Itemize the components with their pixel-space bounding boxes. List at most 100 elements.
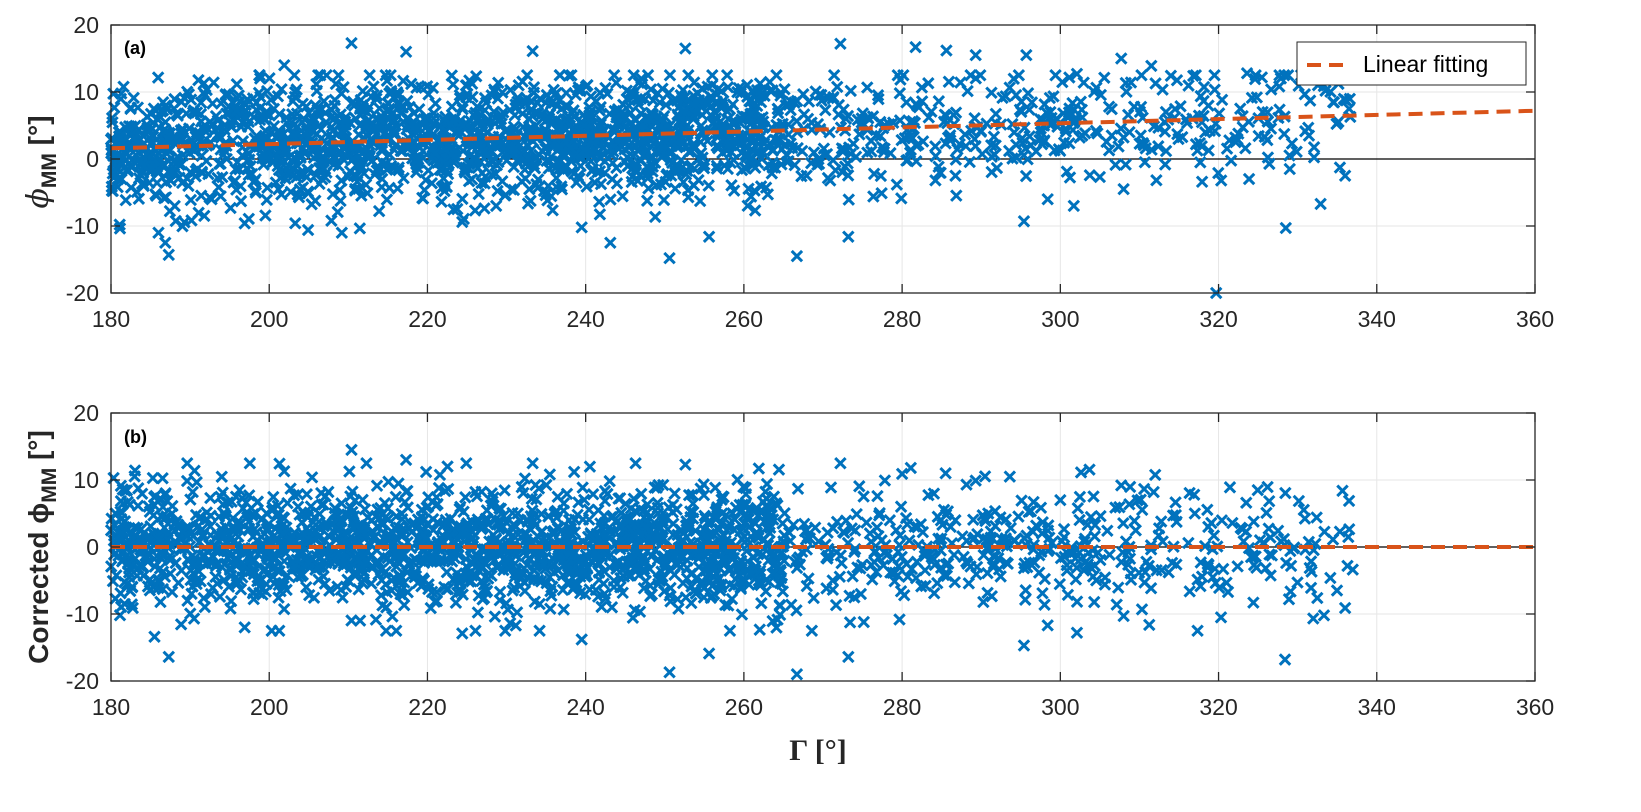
data-point-marker [521,515,534,529]
panel-a-fit-line [110,108,1536,151]
data-point-marker [817,142,831,155]
data-point-marker [771,102,784,116]
data-point-marker [328,152,342,166]
data-point-marker [148,159,161,173]
data-point-marker [586,487,600,501]
data-point-marker [174,618,188,631]
panel-b-y-tick-label: 0 [86,534,99,560]
data-point-marker [988,148,1001,162]
data-point-marker [580,180,593,193]
data-point-marker [745,107,758,121]
data-point-marker [839,112,853,125]
data-point-marker [273,524,286,537]
data-point-marker [782,98,796,112]
data-point-marker [310,84,324,98]
data-point-marker [591,531,605,544]
data-point-marker [455,100,469,114]
data-point-marker [435,195,448,209]
data-point-marker [693,194,707,208]
data-point-marker [202,167,215,181]
data-point-marker [194,96,208,109]
data-point-marker [481,572,495,585]
data-point-marker [422,552,436,566]
data-point-marker [146,471,160,485]
data-point-marker [387,123,400,136]
data-point-marker [213,157,226,171]
data-point-marker [438,484,452,498]
data-point-marker [416,191,429,205]
data-point-marker [632,98,645,111]
data-point-marker [1043,91,1057,105]
data-point-marker [960,478,973,491]
data-point-marker [1305,565,1318,578]
data-point-marker [367,80,380,93]
data-point-marker [427,117,441,130]
data-point-marker [1020,529,1033,542]
data-point-marker [277,602,291,616]
data-point-marker [906,114,920,128]
data-point-marker [677,115,691,129]
data-point-marker [1086,570,1100,583]
data-point-marker [772,463,786,476]
data-point-marker [615,506,628,520]
data-point-marker [841,169,855,182]
data-point-marker [778,506,791,520]
data-point-marker [1342,102,1356,116]
data-point-marker [393,527,406,541]
panel-b-x-tick-label: 340 [1358,694,1396,720]
data-point-marker [1041,619,1054,632]
data-point-marker [422,491,435,504]
data-point-marker [895,550,908,564]
data-point-marker [1114,479,1128,492]
data-point-marker [1154,515,1168,528]
data-point-marker [286,94,300,108]
data-point-marker [1084,510,1098,524]
data-point-marker [145,138,158,151]
data-point-marker [951,143,964,156]
legend: Linear fitting [1296,41,1527,86]
data-point-marker [359,178,373,191]
data-point-marker [759,585,773,598]
data-point-marker [1198,539,1212,553]
data-point-marker [640,194,654,207]
data-point-marker [466,90,479,104]
data-point-marker [215,470,229,483]
data-point-marker [107,471,120,485]
data-point-marker [329,77,343,91]
data-point-marker [119,193,133,207]
data-point-marker [790,249,804,263]
data-point-marker [1283,149,1296,162]
panel-b-y-axis-label: Corrected ϕMM [°] [23,430,61,664]
data-point-marker [453,571,467,585]
data-point-marker [488,610,502,623]
data-point-marker [865,573,879,586]
data-point-marker [395,584,408,597]
data-point-marker [999,90,1012,103]
data-point-marker [391,549,404,563]
data-point-marker [578,143,591,157]
data-point-marker [128,464,142,477]
data-point-marker [774,89,787,102]
data-point-marker [1037,135,1051,149]
data-point-marker [456,192,469,206]
data-point-marker [164,567,177,580]
data-point-marker [929,149,942,163]
data-point-marker [666,498,680,512]
data-point-marker [288,216,302,230]
data-point-marker [1123,480,1137,494]
data-point-marker [741,199,754,213]
data-point-marker [493,585,507,599]
data-point-marker [1212,166,1225,180]
data-point-marker [346,153,360,166]
data-point-marker [519,172,532,185]
data-point-marker [1209,576,1222,590]
data-point-marker [297,528,310,541]
data-point-marker [697,161,711,175]
data-point-marker [686,488,699,502]
data-point-marker [925,105,938,118]
data-point-marker [612,492,625,505]
data-point-marker [118,597,132,611]
data-point-marker [1035,527,1049,540]
data-point-marker [238,217,251,230]
data-point-marker [232,89,245,102]
